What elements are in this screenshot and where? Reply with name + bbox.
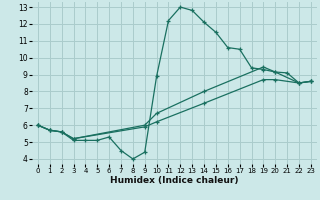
X-axis label: Humidex (Indice chaleur): Humidex (Indice chaleur) xyxy=(110,176,239,185)
